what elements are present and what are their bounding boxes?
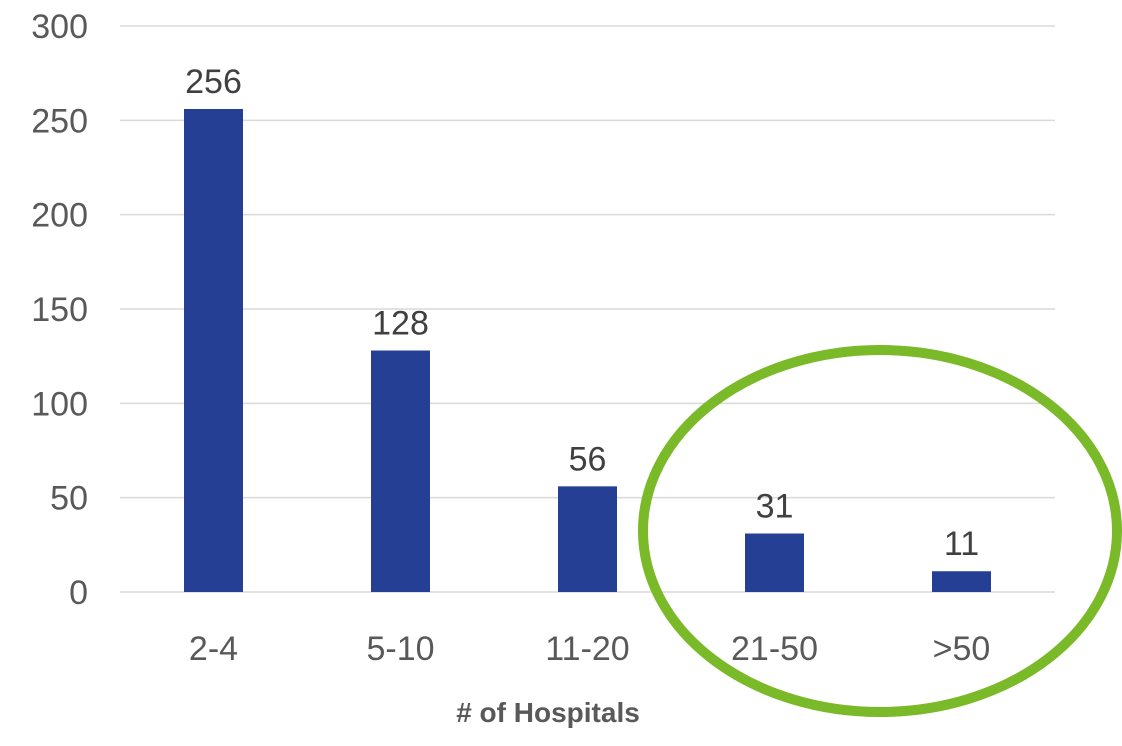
x-axis-title: # of Hospitals xyxy=(456,697,640,728)
gridlines xyxy=(120,25,1055,593)
highlight-ellipse xyxy=(638,345,1122,717)
x-axis-tick-labels: 2-4 5-10 11-20 21-50 >50 xyxy=(189,630,990,668)
y-tick-label: 0 xyxy=(69,574,88,612)
y-axis-tick-labels: 0 50 100 150 200 250 300 xyxy=(31,8,88,612)
x-tick-label: 11-20 xyxy=(545,630,629,668)
y-tick-label: 200 xyxy=(31,197,88,235)
y-tick-label: 300 xyxy=(31,8,88,46)
bar xyxy=(371,350,430,592)
bar xyxy=(745,533,804,592)
data-label: 31 xyxy=(756,488,794,526)
bar xyxy=(558,486,617,592)
data-label: 11 xyxy=(944,525,979,563)
x-tick-label: 2-4 xyxy=(189,630,238,668)
data-labels: 256 128 56 31 11 xyxy=(185,63,979,563)
bar xyxy=(932,571,991,592)
bars xyxy=(184,109,991,592)
x-tick-label: >50 xyxy=(933,630,991,668)
data-label: 56 xyxy=(569,440,607,478)
y-tick-label: 250 xyxy=(31,102,88,140)
y-tick-label: 100 xyxy=(31,385,88,423)
y-tick-label: 50 xyxy=(50,480,88,518)
x-tick-label: 21-50 xyxy=(731,630,818,668)
data-label: 128 xyxy=(372,305,429,343)
x-tick-label: 5-10 xyxy=(366,630,434,668)
data-label: 256 xyxy=(185,63,242,101)
y-tick-label: 150 xyxy=(31,291,88,329)
bar xyxy=(184,109,243,592)
